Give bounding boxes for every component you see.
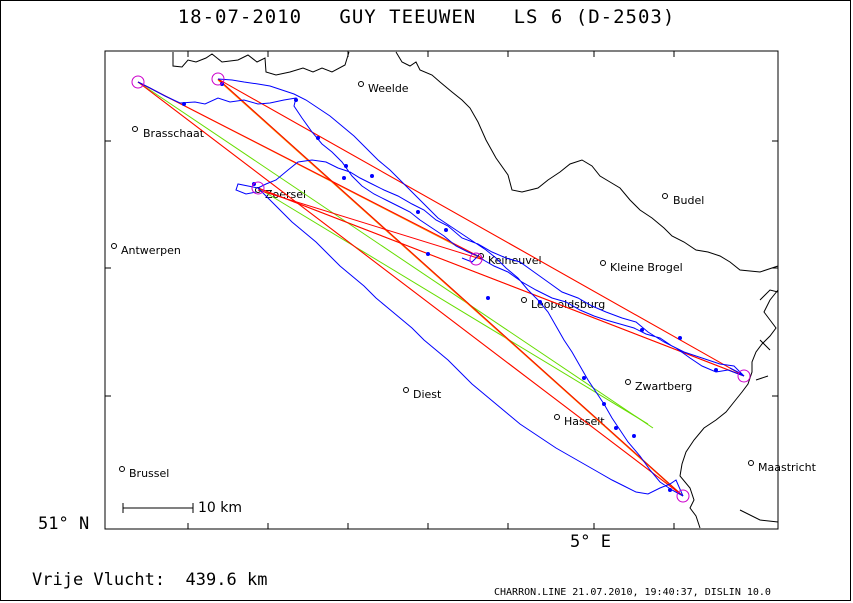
town-marker-antwerpen [111,243,117,249]
town-marker-hasselt [554,414,560,420]
title-date: 18-07-2010 [177,6,303,28]
town-marker-diest [403,387,409,393]
page-title: 18-07-2010 GUY TEEUWEN LS 6 (D-2503) [0,6,853,28]
turnpoints [131,72,751,503]
turnpoint-east [737,369,751,383]
town-marker-kleine-brogel [600,260,606,266]
town-marker-weelde [358,81,364,87]
distance-value: 439.6 km [185,570,268,590]
town-marker-brussel [119,466,125,472]
track-markers [182,82,718,492]
distance-label: Vrije Vlucht: [32,570,166,590]
scale-bar-label: 10 km [198,500,243,516]
lat-ticks [105,140,778,397]
town-label-antwerpen: Antwerpen [121,244,181,257]
town-marker-brasschaat [132,126,138,132]
town-marker-budel [662,193,668,199]
town-label-zwartberg: Zwartberg [635,380,692,393]
latitude-axis-label: 51° N [38,514,90,534]
river-line [739,289,779,523]
town-markers [111,81,754,472]
turnpoint-south [676,489,690,503]
town-marker-maastricht [748,460,754,466]
turnpoint-keiheuvel [469,252,483,266]
title-pilot: GUY TEEUWEN [339,6,477,28]
town-label-brussel: Brussel [129,467,169,480]
map-border [104,50,779,530]
lon-ticks [187,51,675,529]
longitude-axis-label: 5° E [570,532,611,552]
turnpoint-start [131,75,145,89]
gps-track [137,78,745,497]
footer-info: CHARRON.LINE 21.07.2010, 19:40:37, DISLI… [494,587,771,598]
town-label-diest: Diest [413,388,442,401]
scale-bar [122,503,194,513]
olc-legs [137,78,745,497]
country-border [172,51,779,529]
turnpoint-zoersel [251,181,265,195]
town-marker-zwartberg [625,379,631,385]
town-label-kleine-brogel: Kleine Brogel [610,261,683,274]
task-legs [137,78,745,497]
distance-summary: Vrije Vlucht: 439.6 km [32,570,267,590]
town-label-weelde: Weelde [368,82,409,95]
town-label-budel: Budel [673,194,704,207]
town-label-maastricht: Maastricht [758,461,817,474]
turnpoint-1 [211,72,225,86]
title-glider: LS 6 (D-2503) [513,6,676,28]
town-label-brasschaat: Brasschaat [143,127,205,140]
town-marker-leopoldsburg [521,297,527,303]
